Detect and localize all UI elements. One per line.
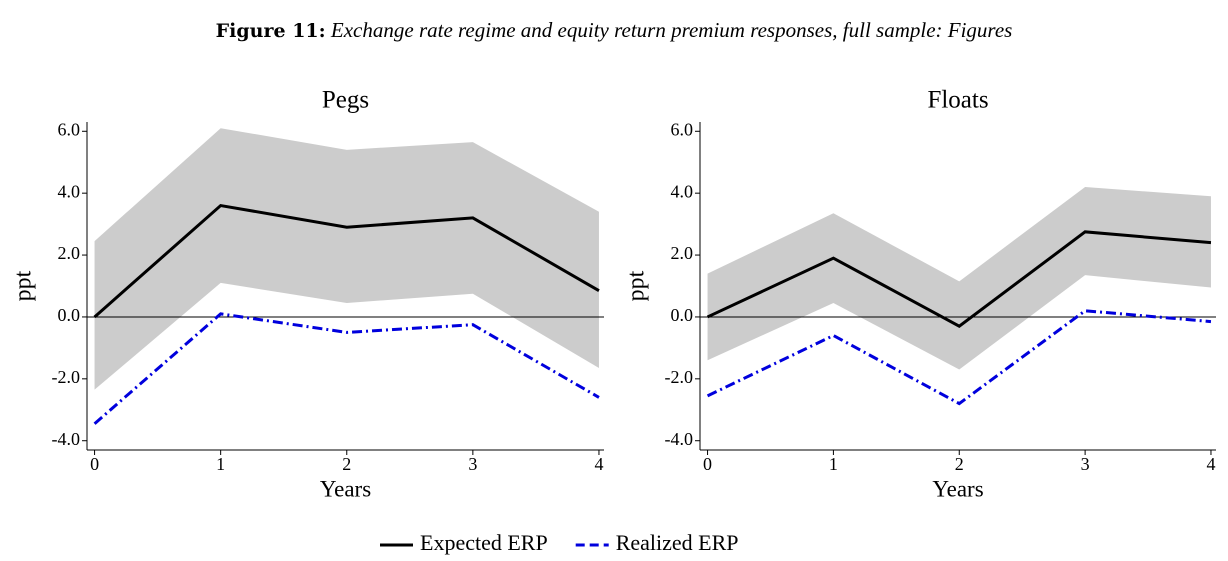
confidence-band [94,128,599,390]
x-tick-label: 3 [468,454,477,474]
y-tick-label: -2.0 [52,367,81,387]
y-tick-label: 6.0 [671,119,694,139]
series-line [706,309,1212,406]
series-line [93,312,600,425]
x-tick-label: 4 [594,454,603,474]
series-line [706,230,1212,329]
y-tick-label: 4.0 [671,181,694,201]
panel-title: Floats [927,87,988,114]
x-tick-label: 2 [955,454,964,474]
legend-label: Realized ERP [616,530,739,555]
x-tick-label: 3 [1081,454,1090,474]
y-tick-label: 2.0 [671,243,694,263]
x-tick-label: 1 [216,454,225,474]
x-axis-label: Years [932,476,983,501]
panel-title: Pegs [322,87,369,114]
y-tick-label: -4.0 [665,429,694,449]
y-tick-label: 2.0 [58,243,81,263]
confidence-band [707,186,1211,370]
y-tick-label: -4.0 [52,429,81,449]
caption: Figure 11: Exchange rate regime and equi… [216,18,1013,42]
figure-label: Figure 11: [216,20,326,42]
y-tick-label: 4.0 [58,181,81,201]
x-tick-label: 0 [703,454,712,474]
x-tick-label: 2 [342,454,351,474]
x-axis-label: Years [320,476,371,501]
x-tick-label: 0 [90,454,99,474]
y-axis-label: ppt [624,270,650,301]
y-tick-label: 6.0 [58,119,81,139]
y-tick-label: -2.0 [665,367,694,387]
legend-label: Expected ERP [420,530,548,555]
x-tick-label: 1 [829,454,838,474]
y-tick-label: 0.0 [58,305,81,325]
y-axis-label: ppt [11,270,37,301]
y-tick-label: 0.0 [671,305,694,325]
x-tick-label: 4 [1206,454,1215,474]
series-line [93,203,600,319]
caption-text: Exchange rate regime and equity return p… [330,18,1012,42]
